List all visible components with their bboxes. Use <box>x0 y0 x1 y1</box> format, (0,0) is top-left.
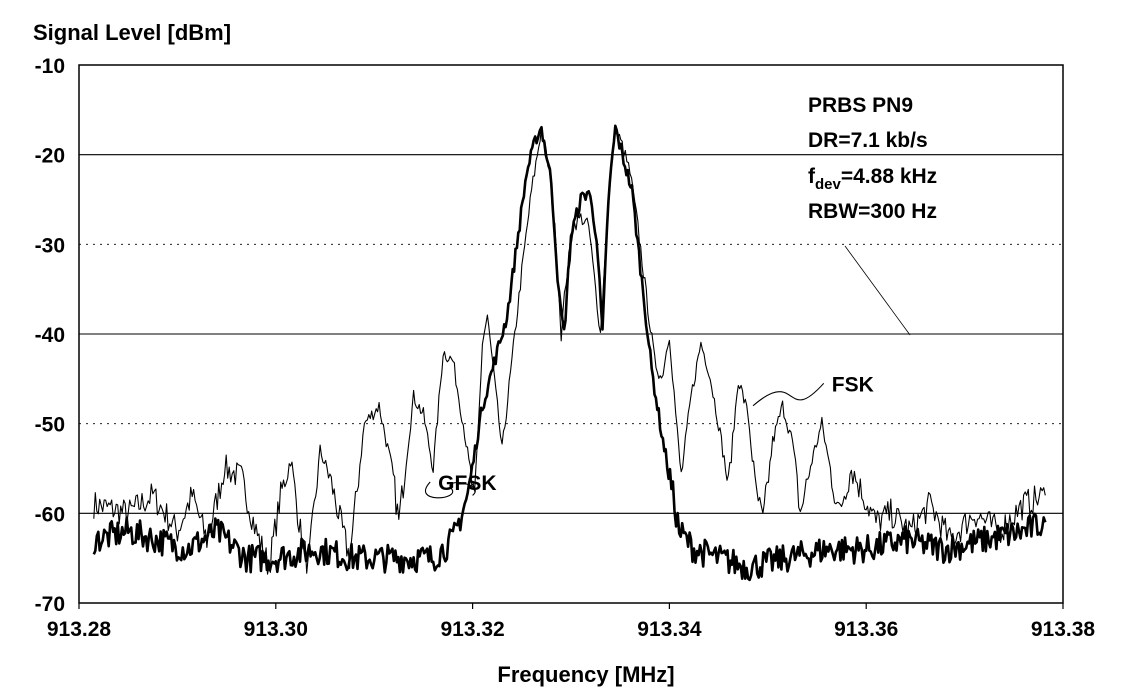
annotation-rbw: RBW=300 Hz <box>808 200 937 223</box>
annotation-deviation-value: =4.88 kHz <box>841 165 937 188</box>
annotation-datarate: DR=7.1 kb/s <box>808 129 928 152</box>
annotation-box: PRBS PN9 DR=7.1 kb/s fdev=4.88 kHz RBW=3… <box>808 94 937 336</box>
x-axis-ticks: 913.28 913.30 913.32 913.34 913.36 913.38 <box>47 603 1096 641</box>
y-tick-label: -40 <box>35 324 65 347</box>
series-labels: FSK GFSK <box>425 373 874 499</box>
series-label-gfsk: GFSK <box>438 472 496 495</box>
series-line-gfsk <box>92 124 1047 582</box>
x-tick-label: 913.28 <box>47 618 112 641</box>
x-tick-label: 913.30 <box>244 618 308 641</box>
annotation-deviation-f: f <box>808 165 816 188</box>
y-axis-title: Signal Level [dBm] <box>33 20 231 45</box>
y-tick-label: -20 <box>35 145 65 168</box>
leader-line-gfsk <box>425 481 476 499</box>
y-axis-ticks: -10 -20 -30 -40 -50 -60 -70 <box>35 55 65 616</box>
y-tick-label: -10 <box>35 55 65 78</box>
x-tick-label: 913.32 <box>440 618 504 641</box>
y-tick-label: -50 <box>35 414 65 437</box>
series-lines <box>92 124 1047 582</box>
x-axis-title: Frequency [MHz] <box>497 662 674 687</box>
y-tick-label: -30 <box>35 234 65 257</box>
leader-line-fsk <box>752 382 825 407</box>
y-tick-label: -70 <box>35 593 65 616</box>
x-tick-label: 913.36 <box>834 618 898 641</box>
annotation-prbs: PRBS PN9 <box>808 94 913 117</box>
annotation-deviation: fdev=4.88 kHz <box>808 165 937 193</box>
x-tick-label: 913.34 <box>637 618 702 641</box>
annotation-pointer <box>844 245 911 336</box>
annotation-deviation-sub: dev <box>815 176 842 193</box>
series-label-fsk: FSK <box>832 373 874 396</box>
x-tick-label: 913.38 <box>1031 618 1096 641</box>
y-tick-label: -60 <box>35 503 65 526</box>
series-line-fsk <box>93 125 1046 575</box>
